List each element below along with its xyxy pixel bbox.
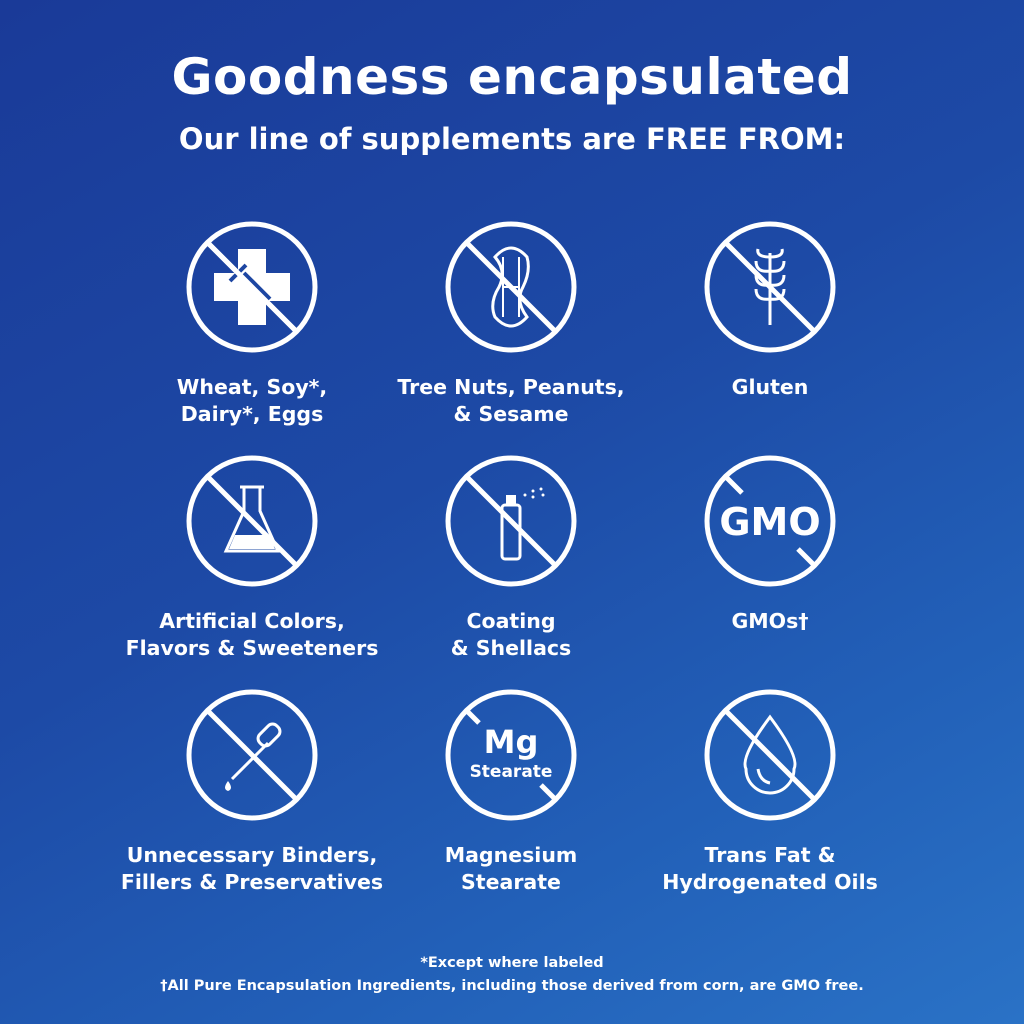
free-from-item: Unnecessary Binders, Fillers & Preservat… [102, 688, 402, 896]
free-from-item: Wheat, Soy*, Dairy*, Eggs [102, 220, 402, 428]
dropper-icon [186, 689, 318, 821]
free-from-item: Mg Stearate Magnesium Stearate [361, 688, 661, 896]
oil-drop-icon [704, 689, 836, 821]
free-from-item: GMO GMOs† [620, 454, 920, 635]
item-label: Wheat, Soy*, Dairy*, Eggs [176, 375, 328, 426]
item-label: Unnecessary Binders, Fillers & Preservat… [120, 843, 384, 894]
wheat-icon [704, 221, 836, 353]
free-from-item: Trans Fat & Hydrogenated Oils [620, 688, 920, 896]
stearate-text: Stearate [470, 762, 553, 782]
page-title: Goodness encapsulated [171, 48, 853, 106]
item-label: Tree Nuts, Peanuts, & Sesame [397, 375, 625, 426]
flask-icon [186, 455, 318, 587]
gmo-text: GMO [719, 500, 820, 544]
item-label: Trans Fat & Hydrogenated Oils [662, 843, 878, 894]
free-from-item: Artificial Colors, Flavors & Sweeteners [102, 454, 402, 662]
peanut-icon [445, 221, 577, 353]
free-from-item: Tree Nuts, Peanuts, & Sesame [361, 220, 661, 428]
spray-bottle-icon [445, 455, 577, 587]
footnote-asterisk: *Except where labeled [420, 955, 604, 971]
free-from-item: Gluten [620, 220, 920, 401]
free-from-item: Coating & Shellacs [361, 454, 661, 662]
item-label: Magnesium Stearate [444, 843, 578, 894]
item-label: GMOs† [731, 609, 809, 633]
item-label: Artificial Colors, Flavors & Sweeteners [125, 609, 379, 660]
mg-text: Mg [484, 723, 539, 761]
item-label: Coating & Shellacs [450, 609, 572, 660]
gmo-icon: GMO [704, 455, 836, 587]
footnote-dagger: †All Pure Encapsulation Ingredients, inc… [160, 978, 864, 994]
item-label: Gluten [731, 375, 809, 399]
allergen-cross-fork-icon [186, 221, 318, 353]
page-subtitle: Our line of supplements are FREE FROM: [178, 122, 846, 156]
